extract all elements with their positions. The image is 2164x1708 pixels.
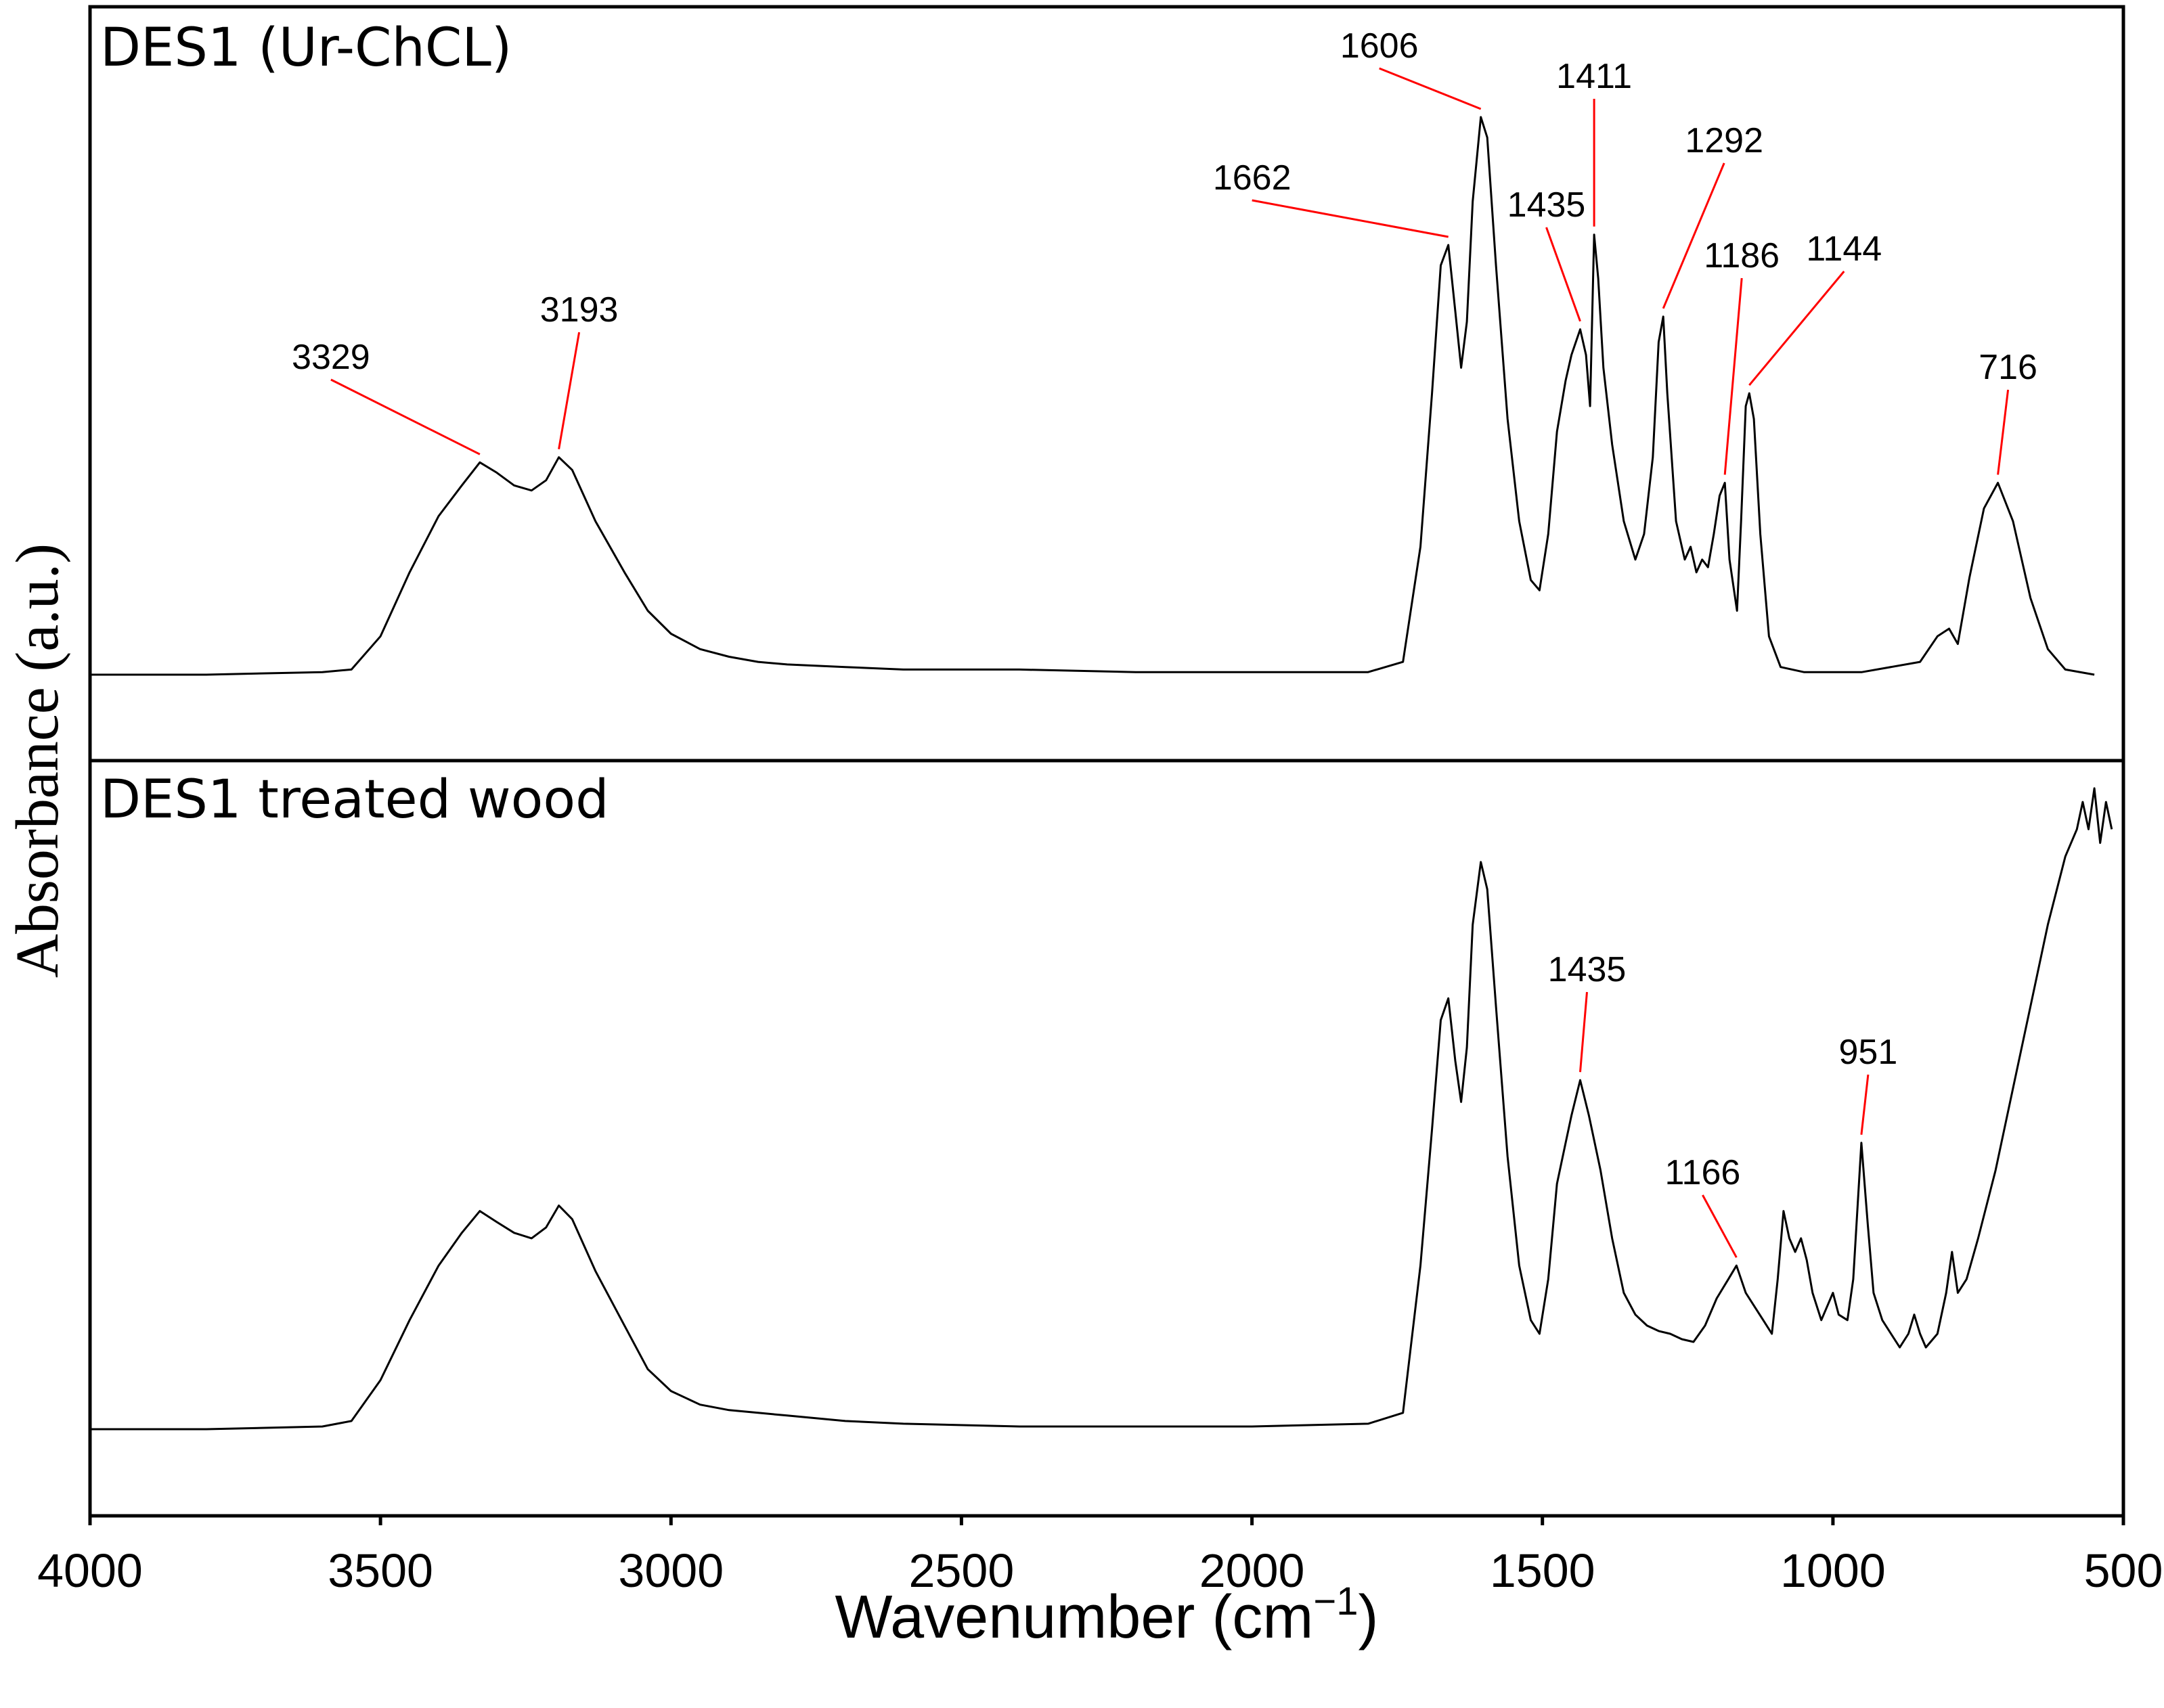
bottom-panel-title: DES1 treated wood <box>100 769 609 830</box>
peak-label: 3193 <box>540 290 619 330</box>
peak-label: 1435 <box>1507 185 1586 225</box>
peak-leader-line <box>1748 271 1845 386</box>
peak-label: 1411 <box>1556 57 1632 96</box>
peak-label: 1166 <box>1664 1153 1740 1192</box>
peak-leader-line <box>1379 67 1482 110</box>
x-tick-label: 2500 <box>909 1544 1015 1597</box>
x-tick-label: 2000 <box>1199 1544 1305 1597</box>
peak-label: 1435 <box>1548 950 1627 989</box>
top-panel-title: DES1 (Ur-ChCL) <box>100 18 512 78</box>
peak-leader-line <box>1860 1074 1870 1135</box>
peak-leader-line <box>1702 1194 1738 1258</box>
x-axis-label-end: ) <box>1358 1583 1378 1651</box>
x-tick-label: 1500 <box>1490 1544 1595 1597</box>
top-panel: DES1 (Ur-ChCL) 3329 3193 1662 1606 1435 1411 1… <box>90 18 2095 676</box>
peak-label: 716 <box>1979 348 2037 387</box>
x-axis-label-main: Wavenumber (cm <box>835 1583 1314 1651</box>
peak-label: 1186 <box>1704 236 1780 275</box>
x-tick-label: 500 <box>2084 1544 2163 1597</box>
peak-leader-line <box>330 378 481 455</box>
peak-leader-line <box>1723 277 1743 475</box>
peak-leader-line <box>1662 162 1725 309</box>
peak-leader-line <box>558 332 581 449</box>
peak-label: 1292 <box>1685 121 1763 160</box>
x-axis: 4000 3500 3000 2500 2000 1500 1000 500 <box>37 1516 2163 1597</box>
x-tick-label: 3000 <box>618 1544 724 1597</box>
x-axis-label: Wavenumber (cm−1) <box>835 1579 1379 1651</box>
peak-leader-line <box>1545 227 1581 322</box>
x-tick-label: 3500 <box>328 1544 433 1597</box>
peak-label: 1606 <box>1340 26 1419 66</box>
x-axis-label-superscript: −1 <box>1313 1579 1358 1623</box>
bottom-spectrum-line <box>90 787 2113 1431</box>
x-tick-label: 1000 <box>1780 1544 1886 1597</box>
peak-leader-line <box>1252 199 1449 238</box>
peak-leader-line <box>1997 389 2010 475</box>
peak-label: 951 <box>1839 1033 1898 1072</box>
top-peak-annotations: 3329 3193 1662 1606 1435 1411 1292 1186 1144 716 <box>292 26 2037 475</box>
peak-label: 1662 <box>1213 158 1291 198</box>
bottom-peak-annotations: 1435 1166 951 <box>1548 950 1898 1258</box>
peak-label: 3329 <box>292 338 370 377</box>
top-spectrum-line <box>90 116 2095 676</box>
peak-label: 1144 <box>1806 229 1882 269</box>
x-tick-label: 4000 <box>37 1544 143 1597</box>
y-axis-label: Absorbance (a.u.) <box>4 543 71 978</box>
bottom-panel: DES1 treated wood 1435 1166 951 <box>90 769 2113 1431</box>
peak-leader-line <box>1579 991 1588 1073</box>
